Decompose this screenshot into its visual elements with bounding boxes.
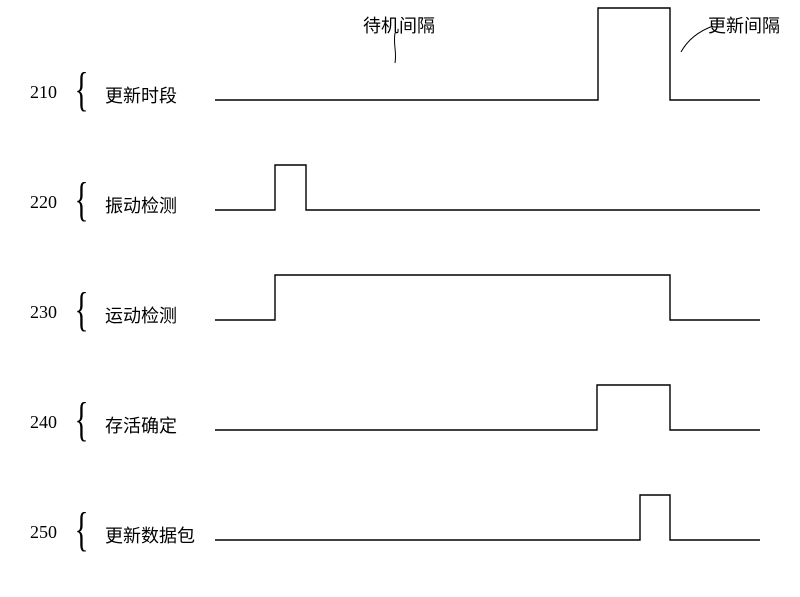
row-label: 更新时段 xyxy=(105,82,177,108)
row-brace: { xyxy=(75,286,89,334)
row-number: 240 xyxy=(30,412,57,433)
row-label: 运动检测 xyxy=(105,302,177,328)
row-brace: { xyxy=(75,396,89,444)
annotation-update-interval: 更新间隔 xyxy=(708,12,780,38)
row-label: 更新数据包 xyxy=(105,522,195,548)
row-brace: { xyxy=(75,506,89,554)
row-label: 振动检测 xyxy=(105,192,177,218)
annotation-standby-interval: 待机间隔 xyxy=(363,12,435,38)
row-brace: { xyxy=(75,66,89,114)
row-number: 250 xyxy=(30,522,57,543)
row-number: 210 xyxy=(30,82,57,103)
row-label: 存活确定 xyxy=(105,412,177,438)
row-number: 230 xyxy=(30,302,57,323)
row-brace: { xyxy=(75,176,89,224)
row-number: 220 xyxy=(30,192,57,213)
